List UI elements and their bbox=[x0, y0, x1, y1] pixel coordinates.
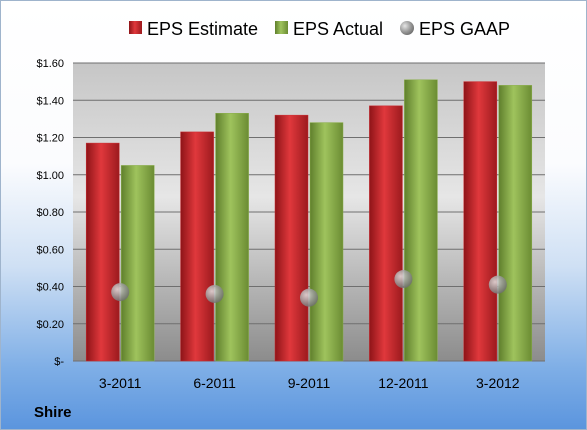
legend-label-actual: EPS Actual bbox=[293, 19, 383, 39]
y-tick-label: $1.60 bbox=[36, 58, 64, 70]
bar-eps-estimate bbox=[274, 114, 309, 362]
marker-eps-gaap bbox=[300, 288, 318, 307]
y-tick-label: $0.20 bbox=[36, 319, 64, 331]
bar-eps-estimate bbox=[85, 142, 120, 362]
x-category-label: 6-2011 bbox=[193, 375, 236, 391]
y-tick-label: $- bbox=[54, 356, 64, 368]
y-tick-label: $1.20 bbox=[36, 133, 64, 145]
legend: EPS Estimate EPS Actual EPS GAAP bbox=[129, 19, 510, 39]
bar-eps-estimate bbox=[463, 81, 498, 362]
bar-eps-actual bbox=[309, 122, 344, 362]
legend-swatch-actual bbox=[275, 21, 288, 34]
y-tick-label: $0.40 bbox=[36, 282, 64, 294]
bar-eps-actual bbox=[498, 85, 533, 362]
legend-marker-gaap bbox=[400, 21, 414, 35]
marker-eps-gaap bbox=[205, 284, 224, 303]
gaap-markers bbox=[111, 270, 507, 307]
bar-eps-estimate bbox=[369, 105, 403, 362]
bar-eps-estimate bbox=[180, 131, 214, 362]
marker-eps-gaap bbox=[488, 275, 507, 294]
x-category-label: 9-2011 bbox=[288, 375, 331, 391]
y-tick-label: $1.40 bbox=[36, 95, 64, 107]
company-name: Shire bbox=[34, 404, 72, 421]
x-category-label: 3-2011 bbox=[99, 375, 142, 391]
legend-label-estimate: EPS Estimate bbox=[147, 19, 258, 39]
x-category-label: 3-2012 bbox=[476, 375, 520, 391]
marker-eps-gaap bbox=[111, 283, 130, 302]
y-axis-tick-labels: $- $0.20 $0.40 $0.60 $0.80 $1.00 $1.20 $1.40 $1.… bbox=[36, 58, 64, 368]
bar-eps-actual bbox=[215, 113, 249, 362]
y-tick-label: $0.60 bbox=[36, 244, 64, 256]
legend-label-gaap: EPS GAAP bbox=[419, 19, 510, 39]
y-tick-label: $1.00 bbox=[36, 170, 64, 182]
bar-eps-actual bbox=[120, 165, 155, 362]
marker-eps-gaap bbox=[394, 270, 413, 289]
bar-eps-actual bbox=[404, 79, 438, 362]
x-category-label: 12-2011 bbox=[378, 375, 429, 391]
x-axis-category-labels: 3-2011 6-2011 9-2011 12-2011 3-2012 bbox=[99, 375, 520, 391]
y-tick-label: $0.80 bbox=[36, 207, 64, 219]
legend-swatch-estimate bbox=[129, 21, 142, 34]
bars bbox=[85, 79, 533, 362]
